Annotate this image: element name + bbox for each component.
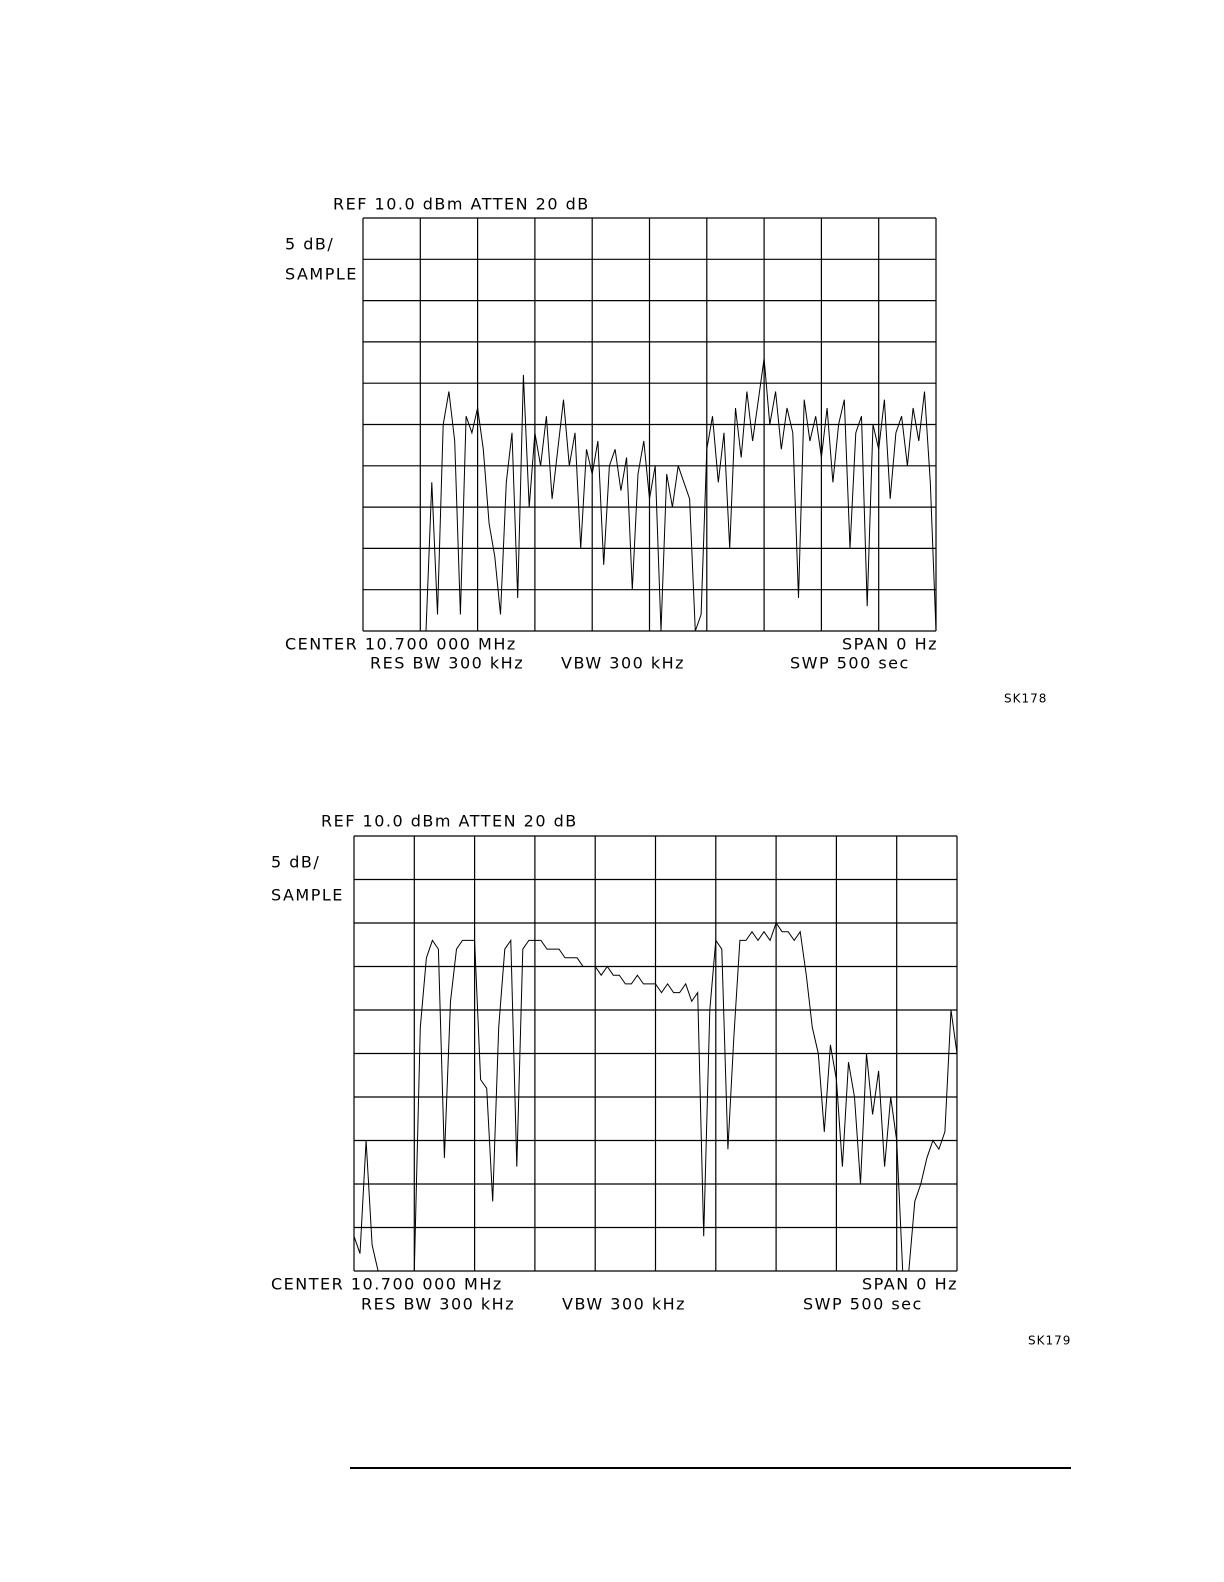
sweep-label: SWP 500 sec: [803, 1295, 923, 1314]
res-bw-label: RES BW 300 kHz: [370, 654, 524, 673]
center-label: CENTER 10.700 000 MHz: [285, 635, 517, 654]
scale-label: 5 dB/: [271, 853, 320, 872]
header-label: REF 10.0 dBm ATTEN 20 dB: [333, 195, 590, 214]
figure-id-label: SK178: [1004, 692, 1047, 706]
figure-id-label: SK179: [1028, 1334, 1071, 1348]
mode-label: SAMPLE: [285, 265, 358, 284]
span-label: SPAN 0 Hz: [842, 635, 938, 654]
vbw-label: VBW 300 kHz: [562, 1295, 686, 1314]
vbw-label: VBW 300 kHz: [561, 654, 685, 673]
header-label: REF 10.0 dBm ATTEN 20 dB: [321, 812, 578, 831]
center-label: CENTER 10.700 000 MHz: [271, 1275, 503, 1294]
res-bw-label: RES BW 300 kHz: [361, 1295, 515, 1314]
trace: [363, 358, 937, 632]
scale-label: 5 dB/: [285, 235, 334, 254]
span-label: SPAN 0 Hz: [862, 1275, 958, 1294]
mode-label: SAMPLE: [271, 886, 344, 905]
trace: [353, 921, 958, 1272]
sweep-label: SWP 500 sec: [790, 654, 910, 673]
